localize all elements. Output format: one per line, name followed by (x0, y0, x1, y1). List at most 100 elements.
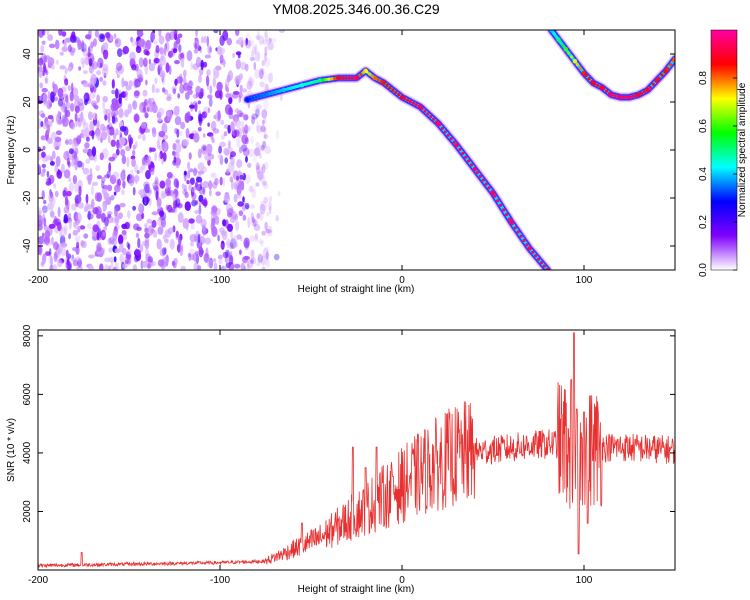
noise-blob (194, 102, 198, 113)
noise-blob (70, 50, 75, 56)
noise-blob (96, 213, 102, 219)
noise-blob (214, 90, 221, 99)
noise-blob (253, 153, 257, 163)
bottom-y-tick-label: 8000 (22, 324, 33, 347)
noise-blob (94, 252, 98, 257)
noise-blob (206, 69, 211, 76)
noise-blob (267, 225, 273, 237)
noise-blob (139, 244, 144, 253)
noise-blob (143, 196, 150, 204)
noise-blob (144, 227, 149, 234)
noise-blob (259, 212, 264, 222)
curve-right-core (663, 70, 667, 74)
noise-blob (106, 128, 110, 136)
noise-blob (254, 233, 258, 240)
noise-blob (64, 67, 68, 75)
noise-blob (224, 256, 228, 263)
ridge-core (245, 98, 249, 102)
noise-blob (96, 120, 100, 130)
noise-blob (106, 184, 113, 192)
noise-blob (219, 243, 225, 250)
noise-blob (258, 153, 263, 159)
noise-blob (268, 195, 273, 203)
noise-blob (160, 52, 165, 61)
ridge-core (359, 72, 363, 77)
noise-blob (172, 150, 175, 155)
noise-region (38, 30, 286, 270)
noise-blob (235, 59, 241, 70)
noise-blob (259, 203, 266, 215)
noise-blob (245, 37, 248, 46)
noise-blob (49, 161, 55, 166)
noise-blob (124, 95, 128, 102)
noise-blob (142, 134, 146, 142)
noise-blob (147, 225, 154, 236)
noise-blob (220, 119, 225, 126)
noise-blob (206, 35, 210, 47)
noise-blob (151, 104, 158, 114)
noise-blob (44, 229, 51, 240)
noise-blob (230, 238, 237, 250)
noise-blob (55, 130, 62, 136)
noise-blob (71, 31, 76, 40)
ridge-core (516, 230, 520, 234)
ridge-core (385, 83, 389, 87)
noise-blob (205, 247, 209, 259)
noise-blob (250, 185, 256, 192)
noise-blob (62, 190, 67, 197)
noise-blob (84, 98, 88, 106)
noise-blob (76, 135, 82, 145)
curve-right-core (607, 91, 612, 95)
noise-blob (134, 90, 141, 97)
noise-blob (161, 122, 168, 134)
noise-blob (223, 193, 231, 203)
noise-blob (207, 122, 210, 127)
noise-blob (92, 207, 99, 215)
noise-blob (256, 213, 260, 220)
noise-blob (241, 134, 248, 145)
ridge-core (507, 217, 511, 221)
noise-blob (212, 77, 216, 88)
noise-blob (40, 113, 46, 118)
curve-right-core (558, 39, 562, 44)
noise-blob (75, 256, 81, 262)
noise-blob (77, 40, 82, 50)
noise-blob (156, 197, 162, 207)
ridge-core (411, 101, 415, 105)
noise-blob (115, 67, 119, 75)
noise-blob (73, 150, 78, 160)
noise-blob (41, 87, 48, 93)
noise-blob (195, 56, 202, 68)
ridge-core (394, 90, 398, 94)
ridge-core (513, 226, 517, 230)
noise-blob (151, 32, 156, 41)
noise-blob (40, 172, 45, 177)
noise-blob (45, 241, 49, 246)
noise-blob (132, 101, 136, 107)
noise-blob (81, 128, 88, 140)
noise-blob (112, 101, 119, 111)
noise-blob (243, 237, 250, 249)
noise-blob (72, 140, 77, 151)
noise-blob (54, 136, 62, 143)
noise-blob (144, 128, 151, 133)
noise-blob (144, 183, 150, 194)
noise-blob (142, 107, 146, 113)
curve-right-core (564, 47, 568, 51)
noise-blob (186, 50, 193, 62)
top-y-tick-label: -40 (22, 238, 33, 253)
noise-blob (57, 110, 61, 119)
noise-blob (238, 249, 242, 256)
noise-blob (107, 213, 112, 219)
curve-right-core (602, 87, 606, 91)
ridge-core (353, 76, 357, 80)
noise-blob (117, 48, 123, 58)
noise-blob (92, 112, 97, 121)
ridge-core (368, 72, 372, 76)
curve-right-core (584, 73, 588, 78)
ridge-core (280, 88, 284, 92)
noise-blob (122, 46, 130, 55)
noise-blob (42, 205, 48, 214)
noise-blob (178, 235, 182, 246)
